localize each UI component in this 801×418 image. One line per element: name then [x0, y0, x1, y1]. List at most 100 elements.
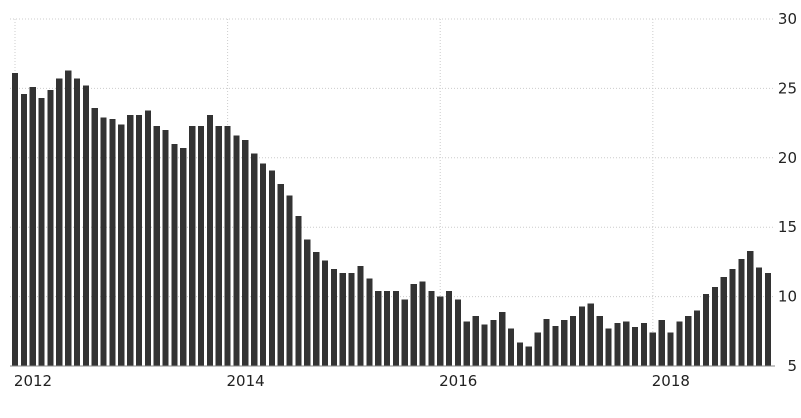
bar [38, 98, 45, 367]
bar [419, 281, 426, 366]
bar [507, 328, 515, 366]
gridlines [10, 18, 775, 366]
x-tick-label: 2018 [652, 372, 690, 390]
bar [720, 277, 727, 366]
x-tick-label: 2014 [227, 372, 265, 390]
bar [321, 260, 329, 366]
bar [118, 124, 125, 367]
bar [339, 273, 346, 366]
bar [366, 278, 373, 366]
bar [357, 266, 364, 366]
bar [56, 78, 63, 367]
bar [481, 324, 488, 366]
bar [109, 118, 116, 366]
bar [676, 321, 683, 366]
bar [401, 299, 408, 366]
bar [251, 153, 258, 366]
bar [711, 286, 718, 366]
y-axis-ticks: 5 10 15 20 25 30 [778, 10, 797, 375]
bar [180, 148, 187, 366]
bar [756, 267, 763, 366]
bar [729, 268, 736, 366]
bar [304, 239, 311, 366]
bar [268, 170, 276, 366]
bar [561, 320, 568, 366]
bar [640, 322, 648, 366]
bar [127, 114, 134, 367]
bar [330, 268, 338, 366]
bar [472, 316, 479, 366]
bar [463, 321, 470, 366]
bar [259, 163, 267, 366]
bar [206, 114, 213, 367]
bar [313, 252, 320, 366]
bar [277, 184, 284, 366]
bar [454, 299, 462, 366]
bar [189, 125, 196, 366]
bar [738, 259, 745, 366]
bar [667, 332, 674, 366]
bar [658, 320, 665, 366]
bar [649, 332, 656, 366]
bar [552, 325, 559, 366]
bar [197, 125, 205, 366]
bar [525, 346, 532, 366]
y-tick-label: 30 [778, 10, 797, 28]
bar [82, 85, 89, 367]
x-tick-label: 2016 [439, 372, 477, 390]
bar [100, 117, 107, 366]
y-tick-label: 25 [778, 79, 797, 97]
bar [516, 342, 524, 366]
y-tick-label: 5 [787, 357, 797, 375]
bar [702, 293, 710, 366]
bar [605, 328, 612, 366]
bar [11, 73, 19, 366]
bar [135, 114, 143, 367]
bar [383, 291, 391, 366]
bar [747, 250, 754, 366]
bar [224, 125, 231, 366]
bar [578, 306, 586, 366]
bar [47, 89, 54, 366]
bar [215, 125, 222, 366]
bar [171, 143, 178, 366]
bar [632, 327, 639, 366]
bar [348, 273, 355, 366]
bar [694, 310, 701, 366]
bar [587, 303, 594, 366]
bar [29, 87, 36, 366]
bar [543, 318, 550, 366]
bar [91, 107, 98, 366]
bar [596, 316, 603, 366]
bar [295, 216, 302, 366]
bar [445, 291, 453, 366]
bar [614, 322, 621, 366]
bar [65, 70, 72, 367]
bar [153, 125, 160, 366]
bar [144, 110, 151, 366]
bar [375, 291, 382, 366]
y-tick-label: 10 [778, 288, 797, 306]
y-tick-label: 15 [778, 218, 797, 236]
bar [20, 93, 27, 366]
bar [685, 316, 692, 366]
bar [410, 284, 417, 366]
bars [11, 70, 772, 367]
bar [162, 130, 169, 366]
bar [490, 320, 497, 366]
bar [534, 332, 541, 366]
x-tick-label: 2012 [14, 372, 52, 390]
bar [499, 311, 506, 366]
bar [437, 296, 444, 366]
bar [428, 291, 435, 366]
bar [392, 291, 400, 366]
bar [286, 195, 293, 366]
bar [623, 321, 630, 366]
bar [242, 139, 249, 366]
x-axis-ticks: 2012 2014 2016 2018 [14, 372, 690, 390]
bar [233, 135, 240, 366]
bar [570, 316, 577, 366]
bar [764, 273, 772, 366]
